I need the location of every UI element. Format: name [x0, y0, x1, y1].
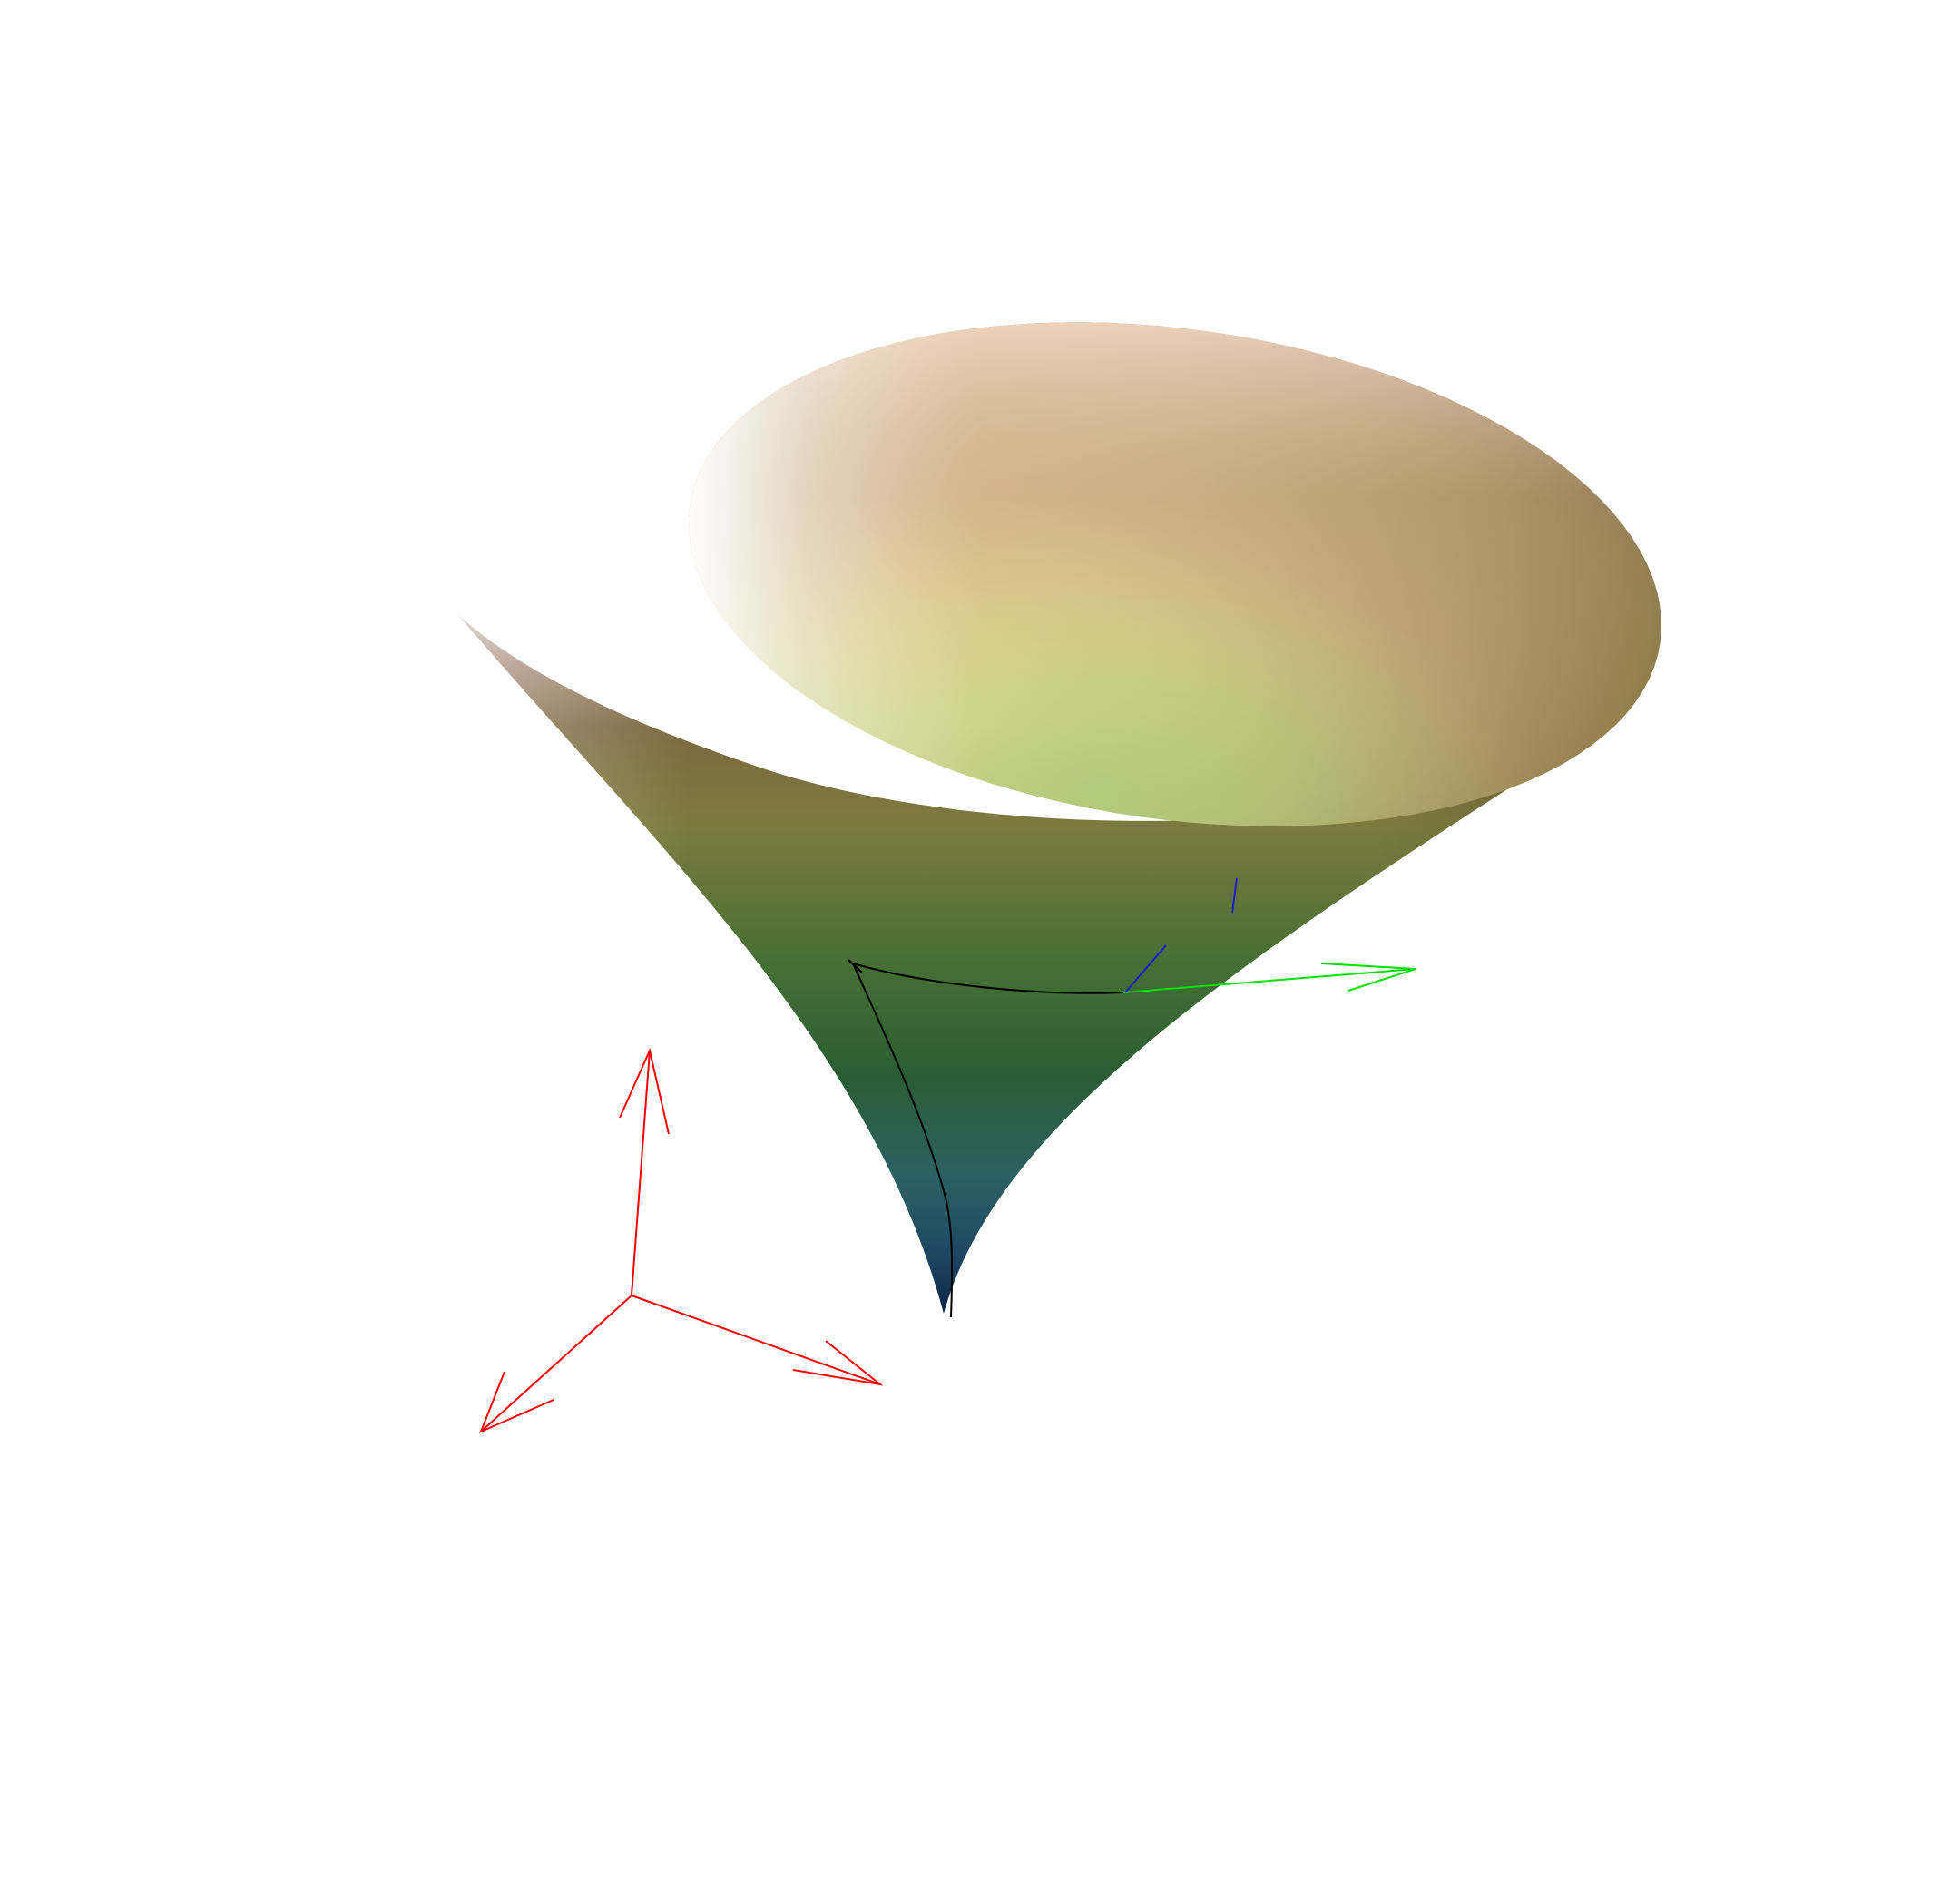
axis-x-shaft: [631, 1295, 881, 1385]
axis-y-shaft: [480, 1295, 632, 1432]
funnel-outer-surface: [458, 615, 1606, 1314]
surface-curve-start-tick: [848, 959, 863, 973]
funnel-inner-surface: [689, 322, 1661, 826]
normal-vector: [1124, 944, 1167, 993]
world-axes: [479, 1047, 884, 1433]
surface-curve-side: [852, 963, 954, 1318]
axis-z-shaft: [631, 1050, 651, 1296]
tangent-vector-shaft: [1122, 968, 1416, 993]
axis-y-head: [479, 1371, 554, 1433]
binormal-vector: [1231, 877, 1238, 914]
axis-z-head: [619, 1047, 670, 1135]
axis-x-head: [792, 1340, 884, 1386]
surface-curve: [848, 959, 1124, 1318]
tangent-vector-head: [1320, 963, 1416, 992]
frenet-frame: [1122, 877, 1416, 993]
surface-curve-top: [852, 963, 1124, 994]
